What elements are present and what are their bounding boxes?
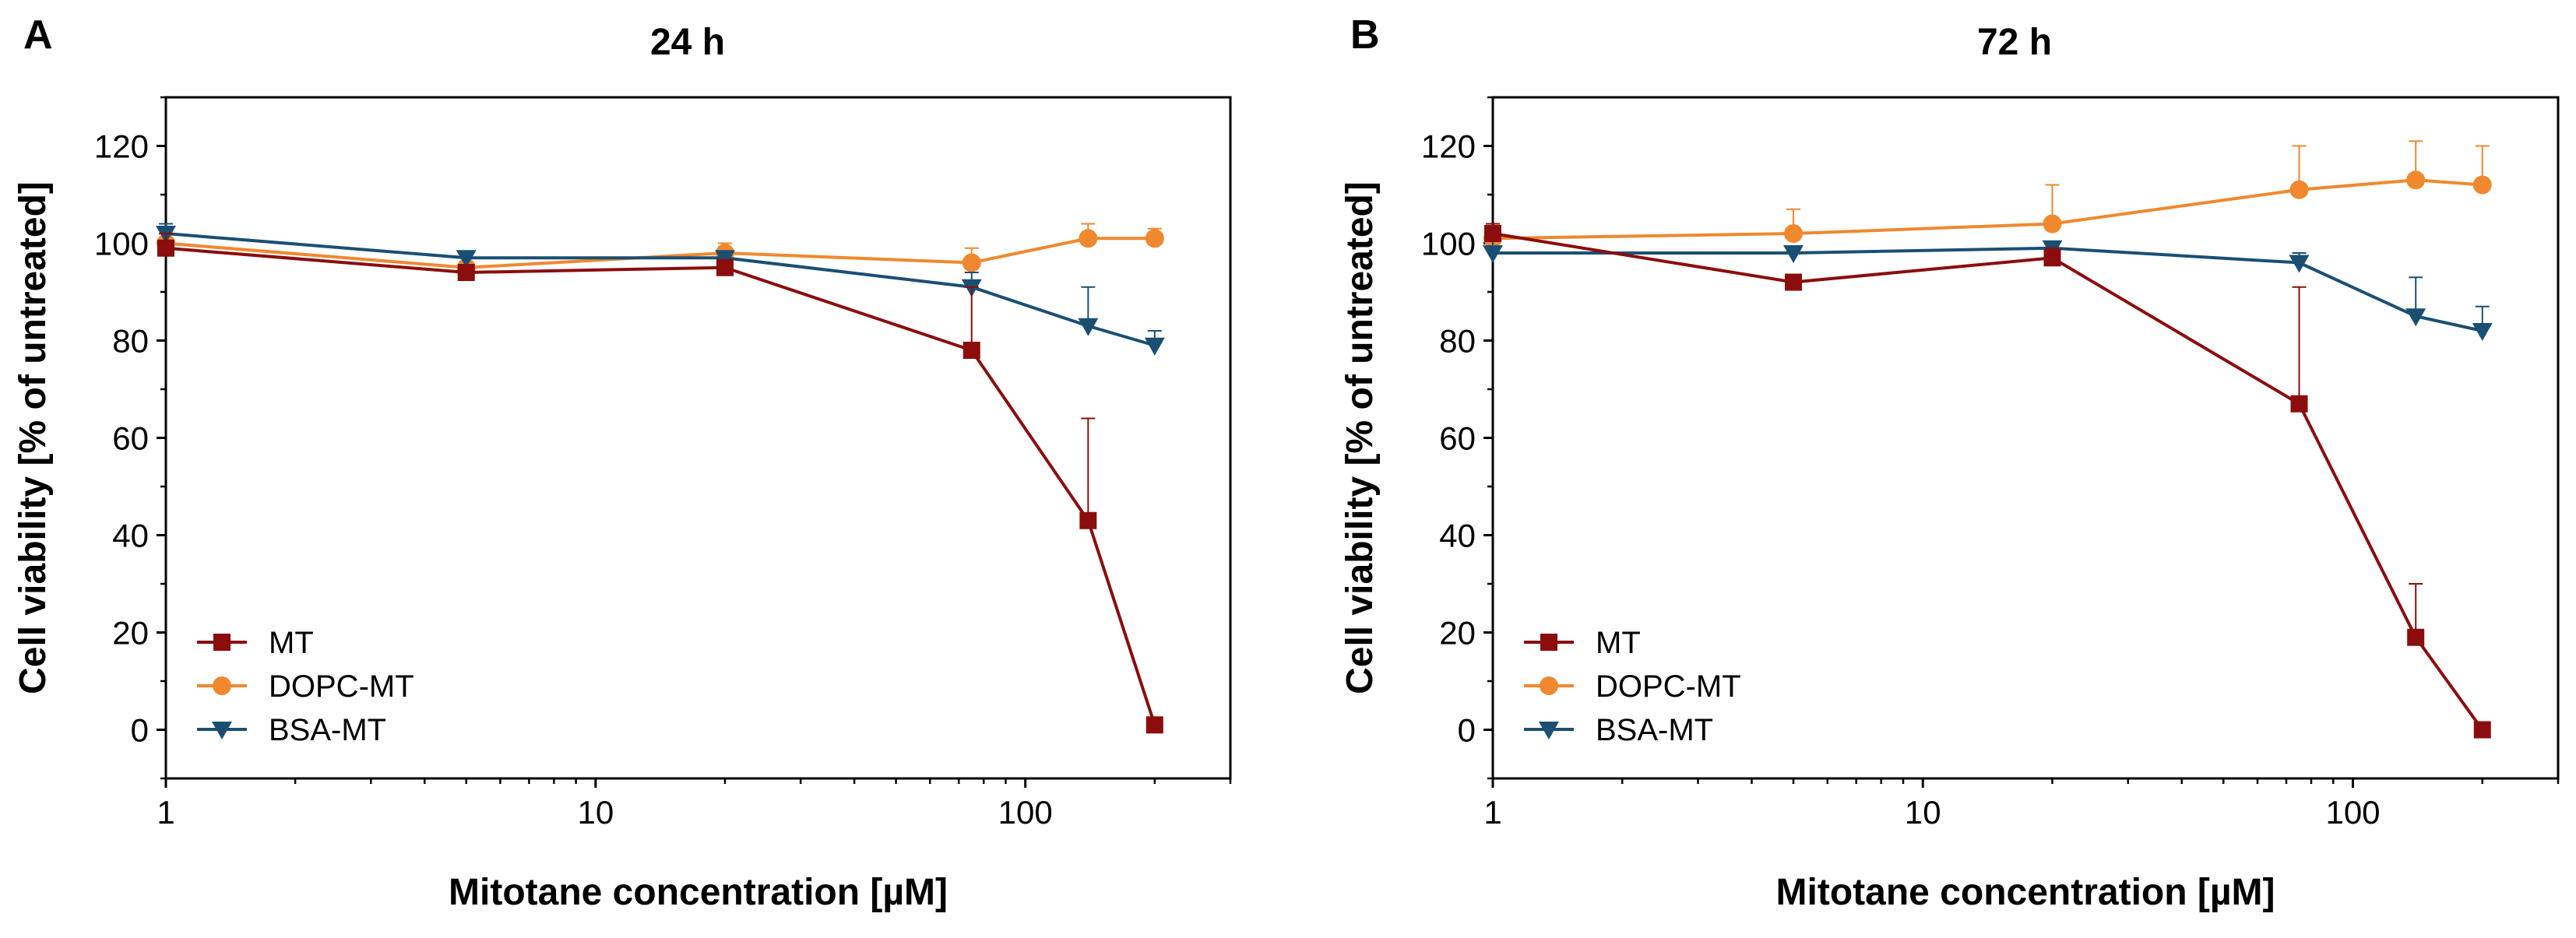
y-tick-label: 40 xyxy=(112,518,149,554)
series-dopc-mt xyxy=(1483,140,2492,248)
y-tick-label: 0 xyxy=(131,712,149,749)
legend-label: DOPC-MT xyxy=(269,669,414,704)
y-tick-label: 100 xyxy=(1421,226,1476,262)
legend-label: BSA-MT xyxy=(269,713,386,747)
y-tick-label: 0 xyxy=(1458,712,1476,749)
data-point xyxy=(456,250,477,269)
data-point xyxy=(1484,225,1501,242)
data-point xyxy=(1783,245,1804,263)
x-tick-label: 10 xyxy=(577,794,614,831)
series-line xyxy=(1492,178,2483,241)
legend-marker xyxy=(213,634,231,651)
x-tick-label: 100 xyxy=(2325,794,2380,831)
y-axis-title: Cell viability [% of untreated] xyxy=(1339,181,1381,694)
data-point xyxy=(2289,180,2309,199)
data-point xyxy=(1784,224,1804,243)
data-point xyxy=(1145,716,1163,734)
legend-marker xyxy=(1540,634,1557,651)
x-tick-label: 10 xyxy=(1905,794,1941,831)
x-axis-title: Mitotane concentration [µM] xyxy=(449,872,948,913)
series-line xyxy=(1492,232,2484,731)
data-point xyxy=(1483,245,1503,263)
legend-marker xyxy=(212,722,232,740)
legend-label: DOPC-MT xyxy=(1596,669,1741,704)
legend-marker xyxy=(213,676,231,695)
data-point xyxy=(2290,395,2308,413)
legend-marker xyxy=(1540,676,1558,695)
x-tick-label: 1 xyxy=(1483,794,1501,831)
y-tick-label: 60 xyxy=(112,420,149,457)
data-point xyxy=(457,264,475,281)
legend-label: MT xyxy=(269,626,314,660)
data-point xyxy=(1145,229,1164,248)
series-mt xyxy=(1484,223,2491,739)
data-point xyxy=(1079,511,1097,529)
series-mt xyxy=(157,233,1163,734)
y-tick-label: 100 xyxy=(94,226,149,262)
series-line xyxy=(165,246,1156,725)
data-point xyxy=(2289,255,2310,273)
series-bsa-mt xyxy=(1483,233,2493,341)
x-tick-label: 1 xyxy=(157,794,174,831)
data-point xyxy=(157,239,174,257)
data-point xyxy=(2472,175,2492,195)
y-axis-title: Cell viability [% of untreated] xyxy=(12,181,54,694)
data-point xyxy=(962,342,980,359)
data-point xyxy=(2472,323,2493,341)
data-point xyxy=(1079,229,1098,248)
y-tick-label: 120 xyxy=(94,128,149,165)
y-tick-label: 40 xyxy=(1439,518,1476,554)
data-point xyxy=(1144,337,1165,356)
panel-letter: A xyxy=(23,12,53,58)
legend: MT DOPC-MT BSA-MT xyxy=(1524,626,1741,747)
y-tick-label: 20 xyxy=(1439,615,1476,652)
data-point xyxy=(716,258,734,276)
panel-title: 24 h xyxy=(650,22,725,63)
panel-letter: B xyxy=(1350,12,1380,58)
data-point xyxy=(2473,721,2491,739)
legend: MT DOPC-MT BSA-MT xyxy=(197,626,414,747)
data-point xyxy=(962,253,981,272)
series-bsa-mt xyxy=(156,223,1165,356)
legend-label: MT xyxy=(1596,626,1641,660)
panel-title: 72 h xyxy=(1977,22,2052,63)
legend-label: BSA-MT xyxy=(1596,713,1713,747)
data-point xyxy=(2043,214,2062,234)
x-axis-title: Mitotane concentration [µM] xyxy=(1776,872,2275,913)
y-tick-label: 80 xyxy=(112,323,149,360)
data-point xyxy=(2043,249,2061,267)
x-tick-label: 100 xyxy=(998,794,1053,831)
y-tick-label: 60 xyxy=(1439,420,1476,457)
legend-marker xyxy=(1539,722,1559,740)
y-tick-label: 120 xyxy=(1421,128,1476,165)
y-tick-label: 20 xyxy=(112,615,149,652)
data-point xyxy=(2405,308,2426,327)
series-line xyxy=(165,237,1155,269)
data-point xyxy=(2407,628,2425,646)
data-point xyxy=(1785,273,1803,291)
y-tick-label: 80 xyxy=(1439,323,1476,360)
data-point xyxy=(1078,318,1099,336)
series-line xyxy=(1493,246,2483,332)
series-line xyxy=(165,232,1156,347)
data-point xyxy=(2406,170,2426,190)
